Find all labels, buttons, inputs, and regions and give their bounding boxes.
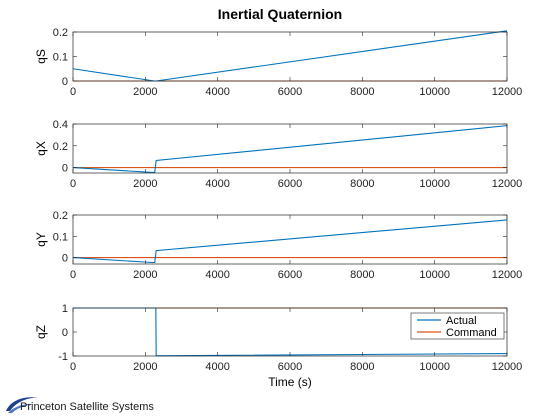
x-tick-label: 2000 — [133, 361, 157, 373]
x-tick-label: 0 — [70, 269, 76, 281]
orbit-swoosh-accent-icon — [8, 403, 34, 413]
y-tick-label: 0.2 — [53, 141, 68, 153]
x-tick-label: 6000 — [278, 86, 302, 98]
y-tick-label: 0.1 — [53, 52, 68, 64]
x-tick-label: 8000 — [350, 86, 374, 98]
x-tick-label: 12000 — [492, 269, 523, 281]
x-tick-label: 4000 — [205, 269, 229, 281]
legend-actual-label: Actual — [446, 315, 477, 327]
y-axis-label: qY — [34, 232, 48, 247]
x-tick-label: 6000 — [278, 361, 302, 373]
y-tick-label: 0.2 — [53, 210, 68, 222]
y-tick-label: 0 — [62, 163, 68, 175]
x-tick-label: 0 — [70, 86, 76, 98]
x-tick-label: 8000 — [350, 178, 374, 190]
chart-title: Inertial Quaternion — [218, 6, 342, 22]
logo-text: Princeton Satellite Systems — [20, 401, 154, 413]
y-tick-label: 0 — [62, 76, 68, 88]
x-tick-label: 12000 — [492, 178, 523, 190]
orbit-swoosh-icon — [6, 397, 38, 411]
legend-box — [410, 312, 505, 340]
plot-area — [73, 32, 507, 81]
subplot-qX: 0 2000 4000 6000 8000 10000 12000 0 0.2 0.4 qX — [34, 119, 522, 190]
x-tick-label: 10000 — [419, 361, 450, 373]
x-tick-label: 4000 — [205, 361, 229, 373]
x-tick-label: 2000 — [133, 269, 157, 281]
y-axis-label: qZ — [34, 325, 48, 339]
plot-area — [73, 124, 507, 173]
x-tick-label: 12000 — [492, 361, 523, 373]
y-tick-label: -1 — [58, 351, 68, 363]
x-tick-label: 8000 — [350, 269, 374, 281]
x-axis-label: Time (s) — [268, 375, 312, 389]
x-tick-label: 10000 — [419, 269, 450, 281]
x-tick-label: 6000 — [278, 269, 302, 281]
x-tick-label: 2000 — [133, 86, 157, 98]
x-tick-label: 8000 — [350, 361, 374, 373]
x-tick-label: 4000 — [205, 178, 229, 190]
x-tick-label: 6000 — [278, 178, 302, 190]
x-tick-label: 10000 — [419, 86, 450, 98]
y-axis-label: qS — [34, 49, 48, 64]
y-tick-label: 0.1 — [53, 231, 68, 243]
x-tick-label: 4000 — [205, 86, 229, 98]
legend-command-label: Command — [446, 327, 497, 339]
x-tick-label: 0 — [70, 178, 76, 190]
y-tick-label: 0.4 — [53, 119, 68, 131]
y-axis-label: qX — [34, 141, 48, 156]
x-tick-label: 12000 — [492, 86, 523, 98]
company-logo: Princeton Satellite Systems — [6, 397, 154, 413]
x-tick-label: 10000 — [419, 178, 450, 190]
y-tick-label: 0 — [62, 327, 68, 339]
subplot-qS: 0 2000 4000 6000 8000 10000 12000 0 0.1 0.2 qS — [34, 27, 522, 98]
y-tick-label: 0.2 — [53, 27, 68, 39]
legend: Actual Command — [410, 312, 505, 340]
plot-area — [73, 215, 507, 264]
series-actual-qY — [72, 219, 508, 264]
y-tick-label: 1 — [62, 303, 68, 315]
y-tick-label: 0 — [62, 253, 68, 265]
subplot-qY: 0 2000 4000 6000 8000 10000 12000 0 0.1 0.2 qY — [34, 210, 522, 281]
x-tick-label: 0 — [70, 361, 76, 373]
x-tick-label: 2000 — [133, 178, 157, 190]
series-actual-qX — [72, 125, 508, 174]
